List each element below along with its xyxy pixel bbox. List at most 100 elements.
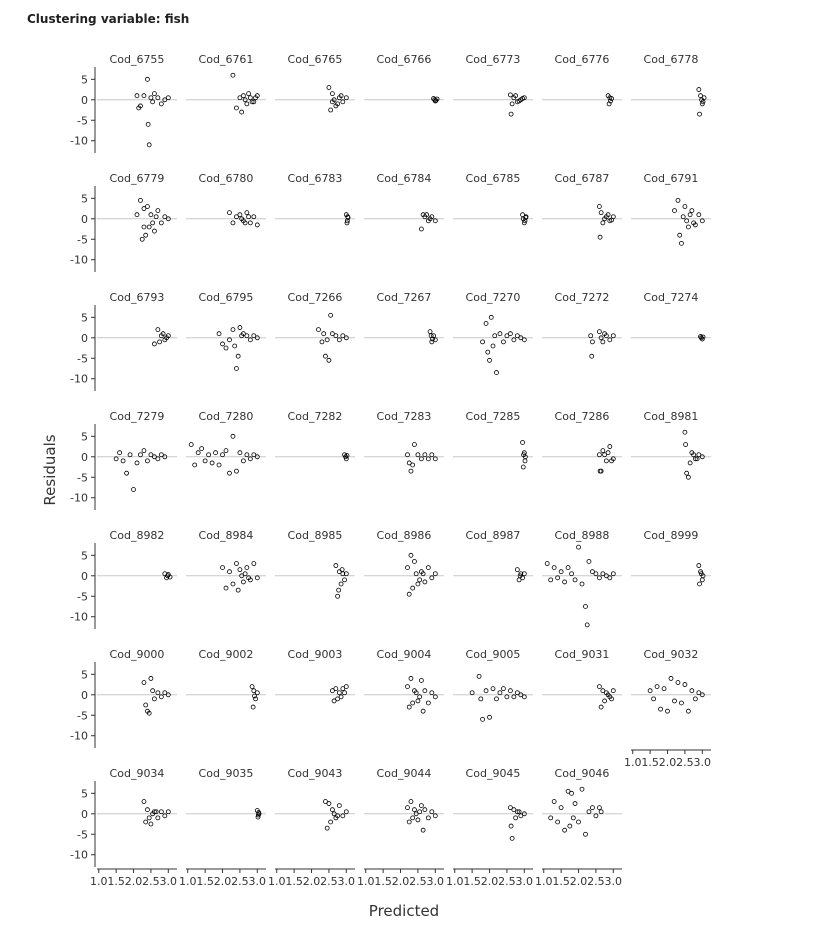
data-point bbox=[199, 446, 205, 452]
data-point bbox=[691, 452, 697, 458]
data-point bbox=[516, 809, 522, 815]
data-point bbox=[520, 440, 525, 445]
data-point bbox=[692, 456, 698, 462]
data-point bbox=[583, 831, 588, 837]
data-point bbox=[520, 96, 525, 101]
data-point bbox=[654, 684, 660, 690]
data-point bbox=[675, 197, 681, 203]
data-point bbox=[521, 811, 527, 817]
data-point bbox=[148, 95, 154, 101]
data-point bbox=[699, 218, 705, 224]
data-point bbox=[694, 456, 700, 462]
data-point bbox=[139, 236, 145, 242]
x-tick-label: 2.5 bbox=[409, 875, 427, 888]
data-point bbox=[326, 357, 332, 363]
data-point bbox=[143, 702, 149, 708]
facet-label: Cod_7286 bbox=[555, 410, 610, 423]
data-point bbox=[685, 224, 691, 230]
data-point bbox=[331, 811, 337, 817]
facet-label: Cod_8988 bbox=[555, 529, 610, 542]
y-tick-label: 5 bbox=[81, 192, 88, 205]
data-point bbox=[480, 339, 485, 345]
data-point bbox=[692, 696, 698, 702]
data-point bbox=[155, 690, 161, 696]
data-point bbox=[335, 696, 341, 702]
data-point bbox=[412, 442, 417, 447]
data-point bbox=[672, 698, 677, 704]
data-point bbox=[517, 573, 523, 579]
data-point bbox=[146, 224, 152, 230]
data-point bbox=[158, 452, 164, 458]
data-point bbox=[237, 450, 243, 456]
data-point bbox=[227, 210, 232, 216]
data-point bbox=[429, 452, 435, 458]
data-point bbox=[247, 337, 253, 343]
data-point bbox=[487, 357, 492, 363]
data-point bbox=[555, 575, 561, 581]
data-point bbox=[145, 458, 150, 464]
data-point bbox=[234, 561, 239, 566]
y-tick-label: -5 bbox=[77, 471, 88, 484]
data-point bbox=[609, 696, 614, 702]
data-point bbox=[596, 452, 602, 458]
x-tick-label: 1.0 bbox=[268, 875, 286, 888]
data-point bbox=[344, 220, 350, 226]
data-point bbox=[202, 458, 208, 464]
facet-label: Cod_9043 bbox=[288, 767, 343, 780]
data-point bbox=[600, 571, 606, 577]
data-point bbox=[153, 809, 159, 815]
data-point bbox=[250, 704, 256, 710]
data-point bbox=[127, 452, 133, 458]
y-tick-label: -10 bbox=[70, 254, 88, 267]
facet-label: Cod_7280 bbox=[199, 410, 254, 423]
facet-label: Cod_6793 bbox=[110, 291, 165, 304]
data-point bbox=[237, 567, 243, 573]
data-point bbox=[216, 462, 222, 468]
data-point bbox=[521, 694, 527, 700]
data-point bbox=[230, 220, 236, 226]
data-point bbox=[134, 93, 140, 99]
data-point bbox=[602, 216, 608, 222]
data-point bbox=[511, 807, 517, 813]
data-point bbox=[340, 686, 346, 692]
data-point bbox=[567, 823, 573, 829]
facet-label: Cod_6783 bbox=[288, 172, 343, 185]
data-point bbox=[134, 212, 140, 218]
data-point bbox=[417, 694, 423, 700]
facet-label: Cod_9005 bbox=[466, 648, 521, 661]
y-tick-label: 0 bbox=[81, 213, 88, 226]
data-point bbox=[576, 544, 581, 550]
data-point bbox=[598, 210, 604, 216]
data-point bbox=[494, 696, 499, 702]
x-tick-label: 3.0 bbox=[160, 875, 178, 888]
data-point bbox=[247, 220, 253, 226]
data-point bbox=[141, 224, 147, 230]
data-point bbox=[143, 819, 149, 825]
data-point bbox=[165, 216, 171, 222]
data-point bbox=[647, 688, 653, 694]
data-point bbox=[504, 694, 510, 700]
data-point bbox=[518, 571, 524, 577]
x-tick-label: 1.5 bbox=[463, 875, 481, 888]
data-point bbox=[661, 686, 667, 692]
data-point bbox=[316, 327, 321, 333]
facet-label: Cod_6778 bbox=[644, 53, 699, 66]
data-point bbox=[321, 331, 327, 337]
data-point bbox=[511, 337, 517, 343]
data-point bbox=[518, 813, 524, 819]
data-point bbox=[490, 686, 496, 692]
y-tick-label: -10 bbox=[70, 135, 88, 148]
data-point bbox=[220, 341, 225, 347]
data-point bbox=[344, 218, 350, 224]
data-point bbox=[590, 805, 595, 811]
data-point bbox=[685, 708, 691, 714]
data-point bbox=[684, 470, 690, 476]
data-point bbox=[429, 339, 435, 345]
data-point bbox=[342, 690, 347, 696]
data-point bbox=[513, 815, 519, 821]
data-point bbox=[429, 690, 435, 696]
data-point bbox=[696, 212, 702, 218]
data-point bbox=[586, 809, 592, 815]
data-point bbox=[138, 103, 143, 109]
data-point bbox=[220, 452, 225, 458]
